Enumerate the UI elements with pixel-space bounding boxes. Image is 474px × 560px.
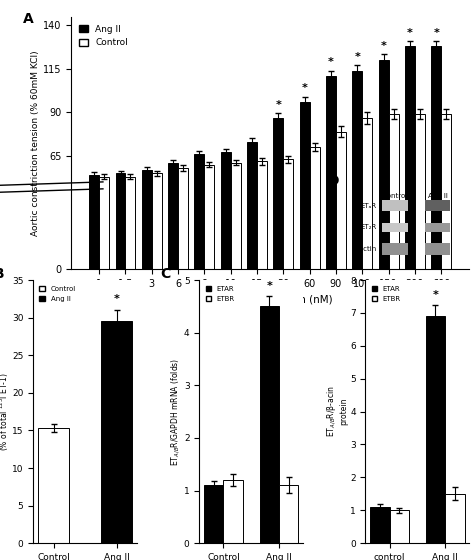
Text: Ang II: Ang II (428, 193, 447, 199)
Bar (204, 486, 223, 543)
Y-axis label: ET$_{A/B}$R/β-acin
protein: ET$_{A/B}$R/β-acin protein (325, 386, 348, 437)
Bar (204, 165, 214, 269)
Bar (445, 494, 465, 543)
Text: ETₐR: ETₐR (361, 203, 377, 208)
Bar (425, 222, 450, 232)
Y-axis label: ET$_{A/B}$R/GAPDH mRNA (folds): ET$_{A/B}$R/GAPDH mRNA (folds) (170, 357, 182, 466)
Bar (89, 175, 99, 269)
Bar (352, 71, 362, 269)
Bar (362, 118, 372, 269)
Legend: ETAR, ETBR: ETAR, ETBR (369, 283, 404, 305)
Bar (231, 163, 241, 269)
Bar (383, 200, 408, 211)
Bar (168, 163, 178, 269)
Legend: ETAR, ETBR: ETAR, ETBR (203, 283, 237, 305)
Text: *: * (407, 27, 413, 38)
Bar (279, 486, 299, 543)
Bar (379, 60, 389, 269)
Text: *: * (266, 281, 272, 291)
Text: Control: Control (383, 193, 408, 199)
Y-axis label: $^{125}$ET-1 binding
(% of total $^{125}$I ET-1): $^{125}$ET-1 binding (% of total $^{125}… (0, 372, 10, 451)
Text: ET₂R: ET₂R (360, 225, 377, 230)
Text: *: * (433, 27, 439, 38)
Bar (425, 200, 450, 211)
Bar (142, 170, 152, 269)
Bar (370, 507, 390, 543)
Bar (101, 321, 132, 543)
Bar (383, 222, 408, 232)
Bar (99, 177, 109, 269)
Bar (152, 173, 162, 269)
Bar (283, 159, 293, 269)
Bar (257, 161, 267, 269)
Bar (223, 480, 243, 543)
Text: A: A (23, 12, 34, 26)
Text: *: * (432, 290, 438, 300)
Bar (273, 118, 283, 269)
Bar (431, 46, 441, 269)
Bar (260, 306, 279, 543)
Bar (300, 102, 310, 269)
Legend: Ang II, Control: Ang II, Control (76, 21, 132, 51)
Bar (405, 46, 415, 269)
Text: *: * (328, 57, 334, 67)
Bar (221, 152, 231, 269)
Y-axis label: Aortic constriction tension (% 60mM KCl): Aortic constriction tension (% 60mM KCl) (31, 50, 40, 236)
Bar (326, 76, 336, 269)
Bar (425, 244, 450, 255)
Bar (126, 177, 136, 269)
Bar (116, 173, 126, 269)
Bar (441, 114, 451, 269)
Bar (390, 510, 409, 543)
Text: B: B (0, 267, 4, 281)
Text: *: * (275, 100, 281, 110)
Text: β-actin: β-actin (353, 246, 377, 252)
Text: *: * (302, 83, 308, 94)
Bar (310, 147, 319, 269)
X-axis label: ET-1 concentration (nM): ET-1 concentration (nM) (208, 294, 332, 304)
Legend: Control, Ang II: Control, Ang II (36, 283, 79, 305)
Bar (194, 154, 204, 269)
Text: D: D (328, 174, 339, 188)
Bar (247, 142, 257, 269)
Bar (426, 316, 445, 543)
Bar (38, 428, 69, 543)
Text: C: C (160, 267, 170, 281)
Bar (389, 114, 399, 269)
Bar (178, 168, 188, 269)
Bar (383, 244, 408, 255)
Text: *: * (354, 52, 360, 62)
Bar (415, 114, 425, 269)
Bar (336, 132, 346, 269)
Text: *: * (381, 41, 386, 51)
Text: *: * (114, 294, 119, 304)
